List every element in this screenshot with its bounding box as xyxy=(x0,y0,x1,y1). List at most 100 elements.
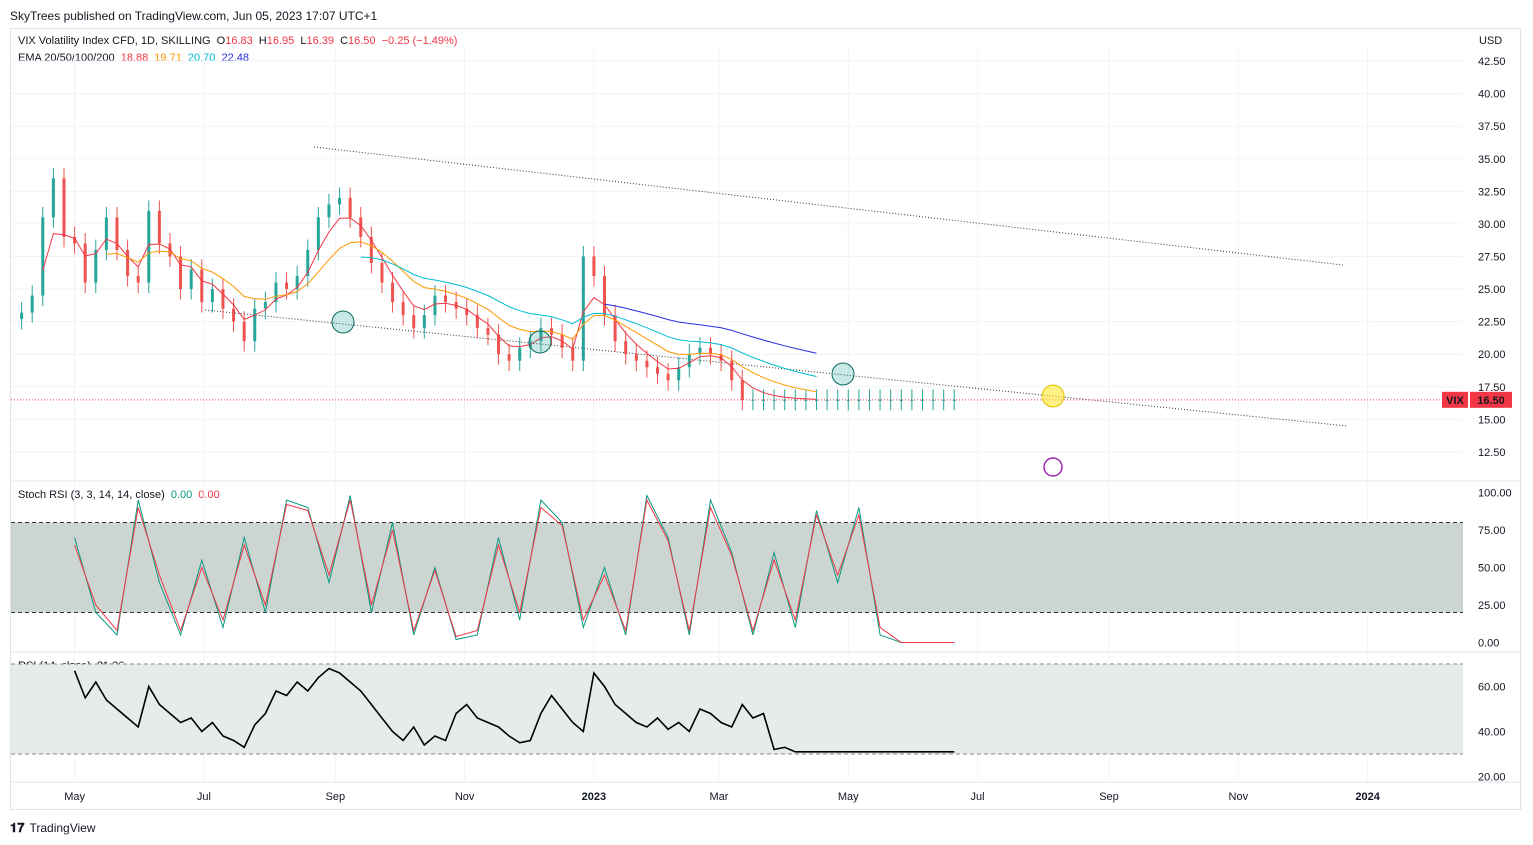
candle-body xyxy=(740,380,744,400)
stoch-y-tick: 75.00 xyxy=(1478,525,1506,537)
candle-body xyxy=(645,360,649,368)
candle-body xyxy=(401,302,405,316)
stoch-label: Stoch RSI (3, 3, 14, 14, close) xyxy=(18,489,165,501)
candle-body xyxy=(306,249,310,277)
trendline-touch-circle xyxy=(528,330,552,354)
candle-body xyxy=(783,399,787,401)
candle-body xyxy=(157,210,161,244)
y-tick-label: 42.50 xyxy=(1478,56,1506,68)
candle-body xyxy=(263,302,267,309)
candle-body xyxy=(338,197,342,205)
candle-body xyxy=(433,295,437,316)
x-tick-label: Jul xyxy=(971,791,985,803)
y-tick-label: 25.00 xyxy=(1478,284,1506,296)
main-legend: VIX Volatility Index CFD, 1D, SKILLING O… xyxy=(18,35,460,47)
high-value: 16.95 xyxy=(266,35,295,47)
candle-body xyxy=(168,243,172,257)
x-tick-label: 2023 xyxy=(582,791,606,803)
candle-body xyxy=(51,178,55,218)
candle-body xyxy=(709,347,713,355)
event-marker-icon xyxy=(1043,457,1063,477)
candle-body xyxy=(656,367,660,374)
y-tick-label: 20.00 xyxy=(1478,349,1506,361)
candle-body xyxy=(30,295,34,313)
candle-body xyxy=(274,282,278,303)
x-tick-label: 2024 xyxy=(1355,791,1380,803)
candle-body xyxy=(624,341,628,355)
candle-body xyxy=(104,217,108,250)
candle-body xyxy=(200,269,204,303)
candle-body xyxy=(571,347,575,361)
candle-body xyxy=(497,334,501,355)
x-tick-label: Mar xyxy=(710,791,729,803)
close-label: C xyxy=(340,35,349,47)
y-tick-label: 17.50 xyxy=(1478,382,1506,394)
y-tick-label: 27.50 xyxy=(1478,251,1506,263)
open-value: 16.83 xyxy=(225,35,253,47)
trendline-touch-circle xyxy=(331,310,355,334)
candle-body xyxy=(83,243,87,283)
candle-body xyxy=(348,197,352,218)
y-tick-label: 32.50 xyxy=(1478,186,1506,198)
rsi-line xyxy=(73,667,955,753)
x-tick-label: May xyxy=(64,791,85,803)
x-tick-label: Sep xyxy=(326,791,346,803)
ema50-line xyxy=(106,241,817,393)
candle-body xyxy=(539,328,543,342)
y-tick-label: 40.00 xyxy=(1478,89,1506,101)
published-header: SkyTrees published on TradingView.com, J… xyxy=(10,9,378,23)
candle-body xyxy=(878,399,882,401)
candle-body xyxy=(126,249,130,277)
candle-body xyxy=(380,263,384,283)
low-label: L xyxy=(300,35,307,47)
candle-body xyxy=(359,217,363,237)
candle-body xyxy=(486,328,490,335)
candle-body xyxy=(115,217,119,250)
y-tick-label: 12.50 xyxy=(1478,447,1506,459)
candle-body xyxy=(507,354,511,361)
close-value: 16.50 xyxy=(348,35,376,47)
y-tick-label: 37.50 xyxy=(1478,121,1506,133)
candle-body xyxy=(210,289,214,303)
ema20-line xyxy=(42,217,817,400)
candle-body xyxy=(814,399,818,401)
candle-body xyxy=(316,217,320,250)
candle-body xyxy=(603,276,607,316)
stoch-y-tick: 0.00 xyxy=(1478,638,1499,650)
candle-body xyxy=(242,321,246,342)
candle-body xyxy=(20,312,24,320)
candle-body xyxy=(761,399,765,401)
stoch-y-tick: 25.00 xyxy=(1478,600,1506,612)
open-label: O xyxy=(216,35,226,47)
candle-body xyxy=(422,315,426,329)
candle-body xyxy=(253,308,257,342)
candle-body xyxy=(698,347,702,355)
high-label: H xyxy=(258,35,267,47)
price-tag-value: 16.50 xyxy=(1477,395,1505,407)
candle-body xyxy=(942,399,946,401)
candle-body xyxy=(94,249,98,283)
candle-body xyxy=(412,315,416,329)
ema200-line xyxy=(604,303,817,354)
candle-body xyxy=(391,282,395,303)
stoch-y-tick: 100.00 xyxy=(1478,488,1512,500)
candle-body xyxy=(836,399,840,401)
y-tick-label: 35.00 xyxy=(1478,154,1506,166)
candle-body xyxy=(793,399,797,401)
candle-body xyxy=(465,308,469,316)
candle-body xyxy=(189,269,193,290)
price-tag-symbol: VIX xyxy=(1446,395,1464,407)
y-tick-label: 15.00 xyxy=(1478,414,1506,426)
rsi-y-tick: 20.00 xyxy=(1478,772,1506,784)
current-touch-circle xyxy=(1041,384,1065,408)
candle-body xyxy=(62,178,66,237)
rsi-y-tick: 60.00 xyxy=(1478,682,1506,694)
y-tick-label: 22.50 xyxy=(1478,317,1506,329)
stoch-k-line xyxy=(74,493,955,643)
tradingview-logo-icon: 𝟏𝟕 xyxy=(10,820,25,835)
candle-body xyxy=(475,315,479,329)
candle-body xyxy=(295,276,299,290)
x-tick-label: Nov xyxy=(1229,791,1249,803)
x-tick-label: May xyxy=(838,791,859,803)
